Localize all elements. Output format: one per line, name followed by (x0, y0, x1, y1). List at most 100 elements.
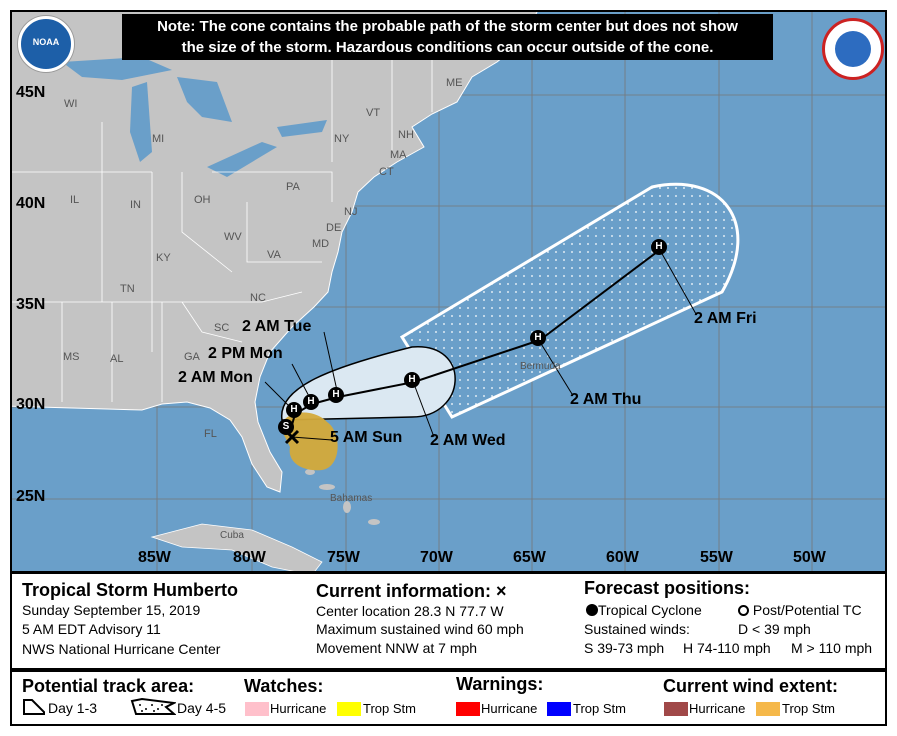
warn-hurricane-swatch (456, 702, 480, 716)
watches-title: Watches: (244, 676, 324, 696)
place-label-cuba: Cuba (220, 530, 244, 541)
point-h: H (303, 394, 319, 410)
ptc-label: Post/Potential TC (752, 602, 862, 618)
lon-label: 70W (420, 549, 453, 566)
watch-tropstm-swatch (337, 702, 361, 716)
wind-s: S 39-73 mph (584, 640, 665, 656)
lat-label: 45N (16, 84, 46, 101)
lat-label: 35N (16, 296, 46, 313)
note-line: the size of the storm. Hazardous conditi… (181, 39, 714, 56)
storm-name: Tropical Storm Humberto (22, 580, 239, 600)
state-label: IN (130, 199, 141, 211)
state-label: MA (390, 149, 407, 161)
forecast-map (10, 10, 887, 573)
x-icon: × (496, 581, 507, 601)
nws-logo (822, 18, 884, 80)
track-area-title: Potential track area: (22, 676, 195, 696)
advisory-date: Sunday September 15, 2019 (22, 602, 201, 618)
state-label: NC (250, 292, 266, 304)
lon-label: 80W (233, 549, 266, 566)
open-circle-icon (738, 605, 749, 616)
warn-hurricane-label: Hurricane (481, 701, 538, 716)
lon-label: 75W (327, 549, 360, 566)
state-borders (12, 32, 433, 402)
advisory-number: 5 AM EDT Advisory 11 (22, 621, 161, 637)
wind-m: M > 110 mph (791, 640, 873, 656)
state-label: WV (224, 231, 242, 243)
lat-label: 25N (16, 488, 46, 505)
state-label: ME (446, 77, 463, 89)
point-h: H (404, 372, 420, 388)
wind-hurricane-label: Hurricane (689, 701, 746, 716)
warn-tropstm-swatch (547, 702, 571, 716)
lon-label: 85W (138, 549, 171, 566)
state-label: NH (398, 129, 414, 141)
issuing-center: NWS National Hurricane Center (22, 641, 221, 657)
legend-panel: Potential track area: Day 1-3 Day 4-5 Wa… (10, 670, 887, 726)
cone-note: Note: The cone contains the probable pat… (122, 14, 773, 60)
noaa-logo-text: NOAA (32, 37, 60, 47)
sustained-winds-label: Sustained winds: (584, 621, 690, 637)
day-1-3-label: Day 1-3 (48, 700, 98, 716)
state-label: OH (194, 194, 211, 206)
point-s: S (278, 419, 294, 435)
forecast-label: 2 AM Tue (242, 318, 312, 335)
day-1-3-cone-icon (23, 699, 45, 715)
forecast-label: 2 AM Wed (430, 432, 506, 449)
point-h: H (651, 239, 667, 255)
noaa-logo: NOAA (18, 16, 74, 72)
state-label: FL (204, 428, 217, 440)
watch-hurricane-label: Hurricane (270, 701, 327, 716)
state-label: GA (184, 351, 200, 363)
legend-ptc: Post/Potential TC (738, 602, 862, 618)
note-line: Note: The cone contains the probable pat… (157, 18, 738, 35)
day-4-5-cone-icon (130, 697, 176, 715)
wind-extent-title: Current wind extent: (663, 676, 839, 696)
wind-tropstm-swatch (756, 702, 780, 716)
day-4-5-label: Day 4-5 (177, 700, 227, 716)
legend-tc: Tropical Cyclone (586, 602, 702, 618)
place-label-bahamas: Bahamas (330, 493, 373, 504)
state-label: DE (326, 222, 342, 234)
center-location: Center location 28.3 N 77.7 W (316, 603, 504, 619)
tc-label: Tropical Cyclone (598, 602, 702, 618)
land-cuba (150, 523, 323, 571)
great-lakes (62, 57, 327, 177)
warn-tropstm-label: Trop Stm (573, 701, 626, 716)
state-label: IL (70, 194, 80, 206)
state-label: VA (267, 249, 281, 261)
map-graphics (12, 12, 885, 571)
bahamas-islands (305, 469, 380, 525)
wind-extent-trop-storm (280, 412, 338, 471)
lat-label: 40N (16, 195, 46, 212)
state-label: SC (214, 322, 230, 334)
state-label: PA (286, 181, 300, 193)
lon-label: 55W (700, 549, 733, 566)
forecast-label: 2 PM Mon (208, 345, 283, 362)
wind-tropstm-label: Trop Stm (782, 701, 835, 716)
lat-label: 30N (16, 396, 46, 413)
state-label: MS (63, 351, 80, 363)
lon-label: 50W (793, 549, 826, 566)
watch-hurricane-swatch (245, 702, 269, 716)
state-label: AL (110, 353, 124, 365)
forecast-label: 2 AM Mon (178, 369, 253, 386)
cone-day-1-3 (281, 346, 456, 421)
wind-hurricane-swatch (664, 702, 688, 716)
point-h: H (530, 330, 546, 346)
state-label: VT (366, 107, 381, 119)
point-h: H (286, 402, 302, 418)
state-label: WI (64, 98, 78, 110)
lon-label: 65W (513, 549, 546, 566)
current-info-label: Current information: (316, 581, 491, 601)
lon-label: 60W (606, 549, 639, 566)
state-label: MI (152, 133, 165, 145)
state-label: CT (379, 166, 394, 178)
max-wind: Maximum sustained wind 60 mph (316, 621, 524, 637)
wind-h: H 74-110 mph (683, 640, 771, 656)
movement: Movement NNW at 7 mph (316, 640, 478, 656)
forecast-positions-title: Forecast positions: (584, 578, 751, 598)
forecast-label: 2 AM Thu (570, 391, 642, 408)
current-info-title: Current information: × (316, 581, 507, 602)
state-label: NJ (344, 206, 358, 218)
